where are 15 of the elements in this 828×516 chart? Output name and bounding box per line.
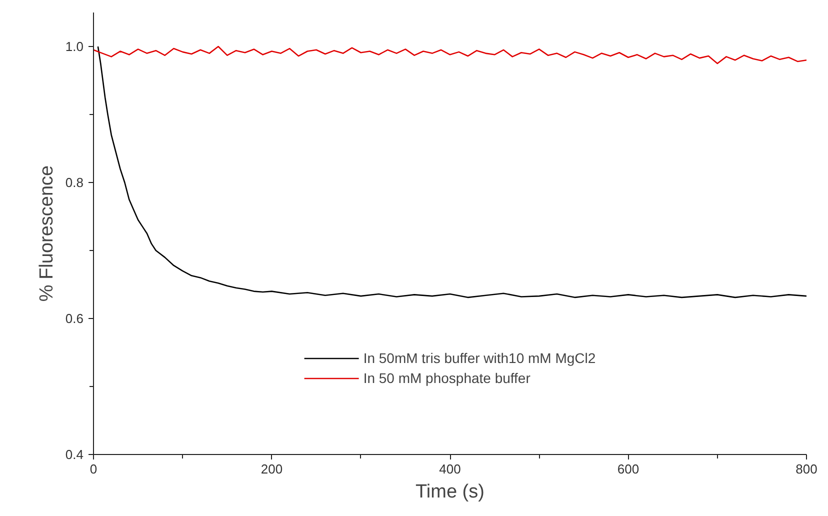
y-tick-label: 0.4 [65,447,84,462]
y-tick-label: 0.8 [65,175,84,190]
x-tick-label: 800 [796,462,818,476]
x-tick-label: 0 [90,462,98,476]
x-axis-title: Time (s) [416,482,484,502]
x-tick-label: 200 [260,462,283,476]
y-tick-label: 1.0 [65,39,84,54]
legend-label: In 50mM tris buffer with10 mM MgCl2 [363,350,596,366]
legend-label: In 50 mM phosphate buffer [363,370,530,386]
line-series [94,46,806,64]
x-tick-label: 400 [439,462,461,476]
x-tick-label: 600 [617,462,640,476]
line-series [97,46,806,298]
y-tick-label: 0.6 [65,311,84,326]
y-axis-title: % Fluorescence [36,165,58,302]
